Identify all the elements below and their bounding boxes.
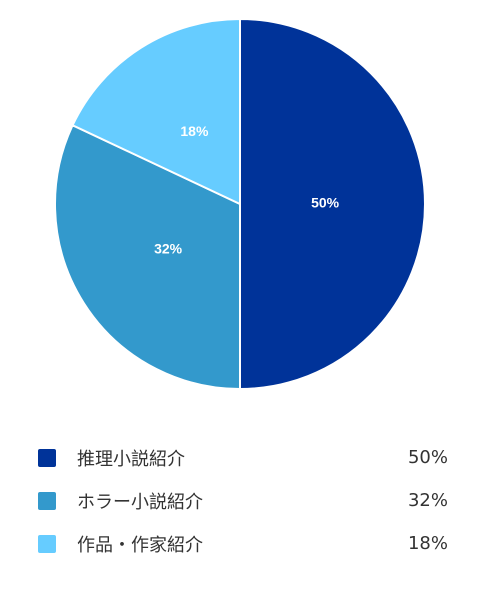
legend-label: 作品・作家紹介	[77, 534, 203, 556]
slice-label-horror: 32%	[154, 240, 183, 256]
legend-item-works-authors[interactable]: 作品・作家紹介 18%	[38, 522, 448, 565]
slice-label-works-authors: 18%	[180, 123, 209, 139]
legend-value: 18%	[407, 533, 448, 554]
legend-item-horror[interactable]: ホラー小説紹介 32%	[38, 479, 448, 522]
legend-value: 32%	[407, 490, 448, 511]
pie-slice-mystery[interactable]	[239, 17, 426, 391]
legend-swatch-works-authors	[38, 534, 56, 553]
chart-legend: 推理小説紹介 50% ホラー小説紹介 32% 作品・作家紹介 18%	[38, 436, 448, 565]
legend-item-mystery[interactable]: 推理小説紹介 50%	[38, 436, 448, 479]
pie-slice-horror[interactable]	[54, 123, 241, 391]
legend-label: 推理小説紹介	[77, 448, 185, 470]
legend-swatch-mystery	[38, 448, 56, 467]
legend-swatch-horror	[38, 491, 56, 510]
pie-chart: 50% 32% 18%	[54, 17, 426, 391]
pie-chart-area: 50% 32% 18%	[54, 17, 426, 391]
legend-value: 50%	[407, 447, 448, 468]
pie-slice-works-authors[interactable]	[71, 17, 241, 206]
legend-label: ホラー小説紹介	[77, 491, 203, 513]
slice-label-mystery: 50%	[311, 195, 340, 211]
